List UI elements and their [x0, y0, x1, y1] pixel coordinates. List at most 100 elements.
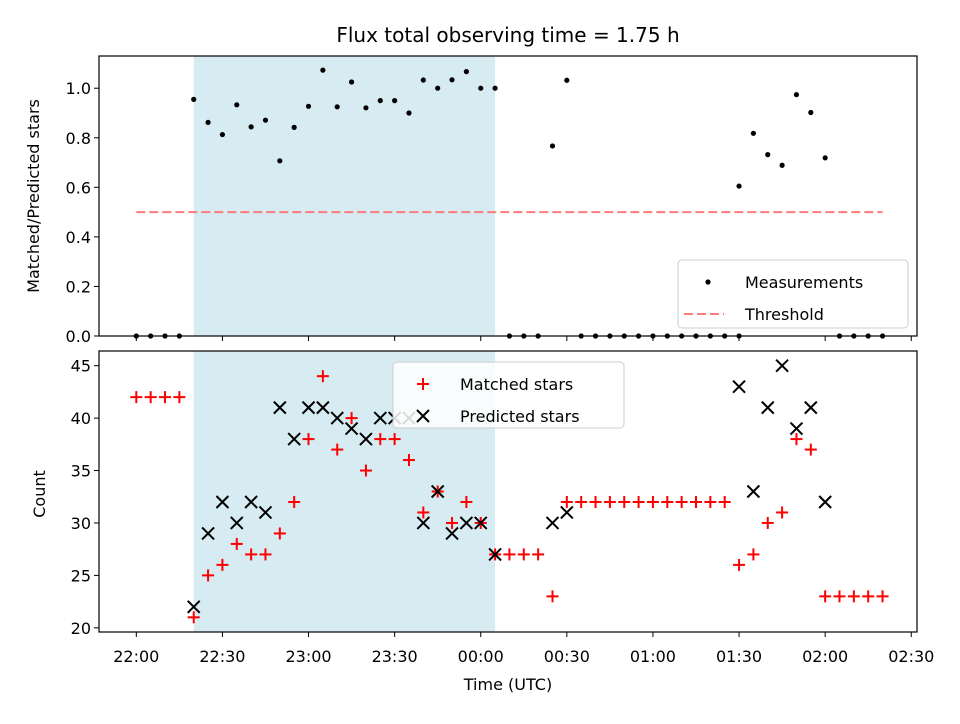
matched-star-marker	[173, 391, 186, 404]
predicted-star-marker	[316, 400, 330, 415]
x-tick-label: 02:00	[802, 647, 848, 666]
matched-star-marker	[202, 569, 215, 582]
measurement-point	[406, 110, 412, 116]
x-axis-label: Time (UTC)	[463, 675, 552, 694]
matched-star-marker	[733, 558, 746, 571]
matched-star-marker	[675, 495, 688, 508]
matched-star-marker	[245, 548, 258, 561]
matched-star-marker	[776, 506, 789, 519]
legend-label: Measurements	[745, 273, 863, 292]
matched-star-marker	[345, 412, 358, 425]
bottom-legend: Matched stars Predicted stars	[392, 361, 625, 429]
matched-star-marker	[790, 433, 803, 446]
matched-star-marker	[603, 495, 616, 508]
matched-star-marker	[288, 495, 301, 508]
measurement-point	[492, 85, 498, 91]
matched-star-marker	[417, 506, 430, 519]
measurement-point	[334, 104, 340, 110]
x-tick-label: 01:00	[630, 647, 676, 666]
predicted-star-marker	[459, 516, 474, 530]
measurement-point	[420, 77, 426, 83]
predicted-star-marker	[732, 379, 746, 394]
measurement-point	[822, 155, 828, 161]
x-tick-label: 22:00	[113, 647, 159, 666]
matched-star-marker	[159, 391, 172, 404]
measurement-point	[392, 98, 398, 104]
measurement-point	[363, 105, 369, 111]
predicted-star-marker	[445, 526, 459, 541]
legend-label: Threshold	[744, 305, 824, 324]
predicted-star-marker	[430, 484, 445, 499]
measurement-point	[262, 117, 269, 123]
top-panel: 0.0 0.2 0.4 0.6 0.8 1.0 Measurements Threshold	[66, 55, 918, 346]
matched-star-marker	[359, 464, 372, 477]
matched-star-marker	[704, 495, 717, 508]
measurement-point	[736, 183, 742, 189]
predicted-star-marker	[818, 495, 832, 509]
measurement-point	[348, 79, 355, 85]
legend-box	[677, 259, 909, 329]
y-tick-label: 45	[71, 357, 91, 376]
matched-star-marker	[819, 590, 832, 603]
predicted-star-marker	[746, 484, 761, 499]
predicted-star-marker	[488, 547, 502, 562]
predicted-star-marker	[761, 400, 775, 415]
x-tick-label: 00:30	[544, 647, 590, 666]
measurement-point	[377, 98, 383, 104]
predicted-star-marker	[187, 600, 201, 614]
measurement-point	[320, 67, 326, 73]
matched-star-marker	[446, 516, 459, 529]
matched-star-marker	[402, 454, 415, 467]
predicted-star-marker	[775, 358, 789, 373]
measurement-point	[549, 143, 556, 149]
matched-star-marker	[589, 495, 602, 508]
matched-star-marker	[273, 527, 286, 540]
y-tick-label: 30	[71, 514, 91, 533]
measurement-point	[779, 162, 785, 168]
predicted-star-marker	[344, 421, 359, 436]
predicted-star-marker	[215, 495, 230, 509]
matched-star-marker	[130, 391, 143, 404]
top-legend: Measurements Threshold	[677, 259, 909, 329]
matched-star-marker	[876, 590, 889, 603]
measurement-point	[305, 103, 312, 109]
matched-star-marker	[546, 590, 559, 603]
measurement-point	[234, 102, 240, 108]
chart-title: Flux total observing time = 1.75 h	[336, 23, 679, 47]
y-tick-label: 0.6	[66, 178, 91, 197]
matched-star-marker	[331, 443, 344, 456]
matched-star-marker	[460, 495, 473, 508]
x-tick-label: 01:30	[716, 647, 762, 666]
x-tick-label: 00:00	[458, 647, 504, 666]
matched-star-marker	[618, 495, 631, 508]
y-tick-label: 0.2	[66, 277, 91, 296]
predicted-star-marker	[258, 505, 273, 520]
matched-star-marker	[374, 433, 387, 446]
matched-star-marker	[632, 495, 645, 508]
matched-star-marker	[560, 495, 573, 508]
predicted-star-marker	[545, 516, 560, 530]
predicted-star-marker	[201, 526, 215, 541]
legend-box	[392, 361, 625, 429]
bottom-y-axis-label: Count	[30, 470, 49, 518]
predicted-star-marker	[789, 421, 804, 436]
y-tick-label: 20	[71, 619, 91, 638]
predicted-star-marker	[301, 400, 316, 415]
highlight-span	[193, 56, 496, 336]
measurement-point	[435, 85, 441, 91]
predicted-star-marker	[330, 411, 344, 425]
predicted-star-marker	[416, 516, 431, 530]
matched-star-marker	[661, 495, 674, 508]
predicted-star-marker	[474, 516, 488, 530]
matched-star-marker	[216, 558, 229, 571]
top-y-axis-label: Matched/Predicted stars	[24, 99, 43, 293]
matched-star-marker	[144, 391, 157, 404]
predicted-star-marker	[359, 432, 373, 446]
y-tick-label: 35	[71, 462, 91, 481]
measurement-point	[291, 124, 297, 130]
measurement-point	[277, 158, 283, 164]
predicted-star-marker	[373, 411, 387, 425]
y-tick-label: 40	[71, 409, 91, 428]
matched-star-marker	[804, 443, 817, 456]
